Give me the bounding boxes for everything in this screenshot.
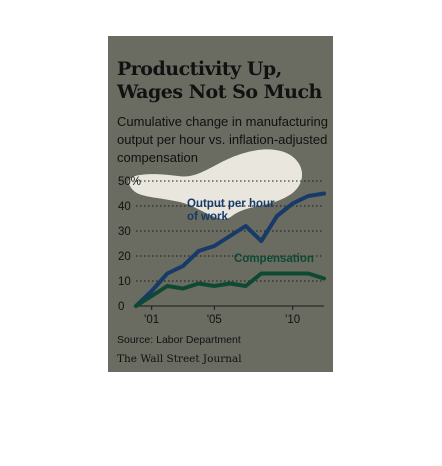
x-axis-ticks: '01 '05 '10 [144,306,300,326]
line-chart: 0 10 20 30 40 50% '01 '05 '10 Output per hour of… [118,176,326,326]
y-axis-ticks: 0 10 20 30 40 50% [118,176,141,313]
series-label-output: Output per hour of work [187,198,275,223]
series-label-compensation: Compensation [234,253,314,265]
y-tick-label: 20 [118,251,131,263]
series-lines [134,191,326,308]
chart-subtitle: Cumulative change in manufacturing outpu… [117,114,329,165]
x-tick-label: '01 [144,314,159,326]
chart-card: Productivity Up, Wages Not So Much Cumul… [108,36,333,372]
y-tick-label: 50% [118,176,141,188]
chart-title: Productivity Up, Wages Not So Much [117,58,322,103]
series-line-0 [134,191,326,308]
x-tick-label: '05 [207,314,222,326]
source-note: Source: Labor Department [117,334,241,346]
y-tick-label: 0 [118,301,124,313]
x-tick-label: '10 [285,314,300,326]
y-tick-label: 10 [118,276,131,288]
series-labels: Output per hour of work Compensation [187,198,314,265]
y-tick-label: 30 [118,226,131,238]
series-line-1 [134,271,326,308]
credit-line: The Wall Street Journal [117,353,242,365]
y-tick-label: 40 [118,201,131,213]
